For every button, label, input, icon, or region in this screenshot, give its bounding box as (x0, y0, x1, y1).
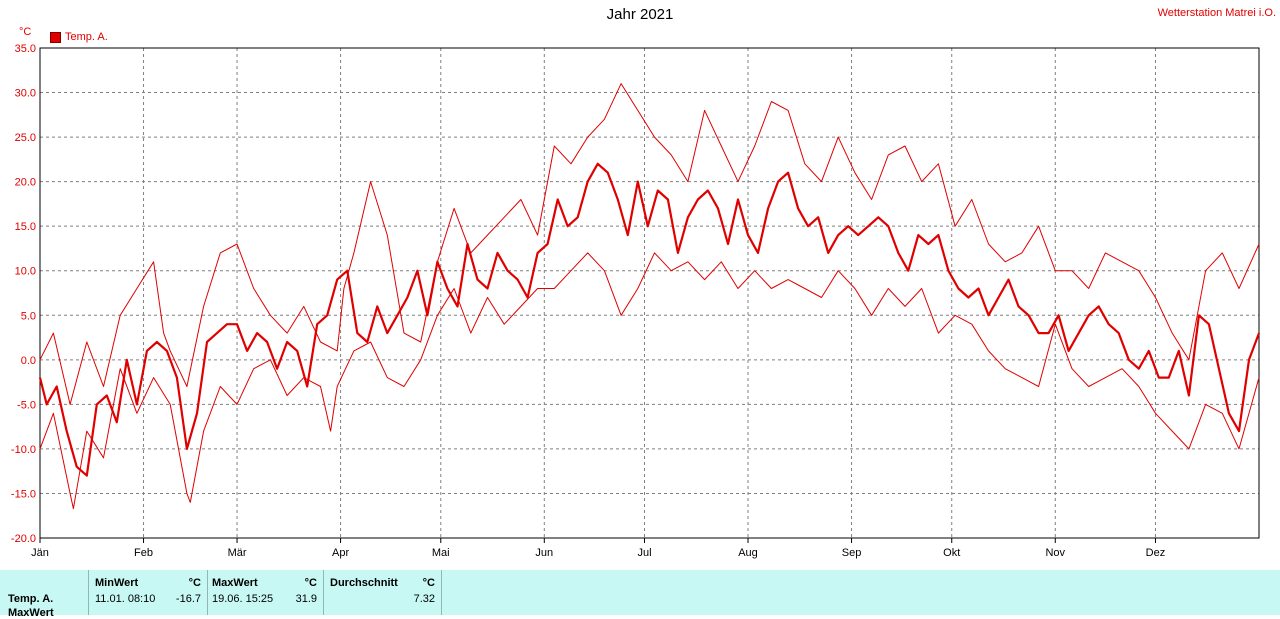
min-unit: °C (188, 577, 201, 589)
x-tick-label: Mär (228, 547, 247, 559)
y-tick-label: 25.0 (15, 132, 36, 144)
legend: Temp. A. (50, 31, 108, 43)
min-date: 11.01. 08:10 (95, 593, 156, 605)
y-tick-label: 0.0 (21, 355, 36, 367)
station-name: Wetterstation Matrei i.O. (1157, 7, 1276, 19)
y-tick-label: -15.0 (11, 488, 36, 500)
min-header: MinWert (95, 577, 139, 589)
x-tick-label: Apr (332, 547, 349, 559)
temperature-chart: 35.0 30.0 25.0 20.0 15.0 10.0 5.0 0.0 -5.0 -10.0 -… (11, 43, 1261, 559)
x-tick-label: Mai (432, 547, 450, 559)
y-tick-label: 35.0 (15, 43, 36, 55)
stats-next-row-label: MaxWert (8, 607, 54, 619)
average-value: 7.32 (413, 593, 435, 605)
x-tick-label: Okt (943, 547, 960, 559)
y-tick-label: 10.0 (15, 266, 36, 278)
y-tick-label: 30.0 (15, 88, 36, 100)
y-tick-label: -20.0 (11, 533, 36, 545)
x-tick-label: Feb (134, 547, 153, 559)
y-tick-label: -10.0 (11, 444, 36, 456)
x-tick-label: Jän (31, 547, 49, 559)
max-header: MaxWert (212, 577, 258, 589)
series-line-max (39, 83, 1260, 405)
x-tick-label: Aug (738, 547, 758, 559)
average-column: Durchschnitt °C 7.32 (324, 570, 442, 615)
max-date: 19.06. 15:25 (212, 593, 274, 605)
legend-label: Temp. A. (65, 31, 108, 43)
y-tick-label: 20.0 (15, 177, 36, 189)
legend-swatch (50, 31, 61, 43)
min-column: MinWert °C 11.01. 08:10 -16.7 (88, 570, 208, 615)
y-axis-unit: °C (19, 26, 32, 38)
max-column: MaxWert °C 19.06. 15:25 31.9 (207, 570, 324, 615)
y-tick-label: 15.0 (15, 221, 36, 233)
min-value: -16.7 (175, 593, 201, 605)
y-tick-label: 5.0 (21, 310, 36, 322)
plot-frame (39, 47, 1260, 539)
x-tick-label: Jun (535, 547, 553, 559)
x-tick-label: Dez (1146, 547, 1166, 559)
series-line-min (39, 252, 1260, 510)
average-unit: °C (422, 577, 435, 589)
stats-row-label: Temp. A. (8, 593, 54, 605)
x-tick-label: Sep (842, 547, 862, 559)
y-tick-label: -5.0 (17, 399, 36, 411)
max-value: 31.9 (295, 593, 317, 605)
stats-panel: Temp. A. MaxWert MinWert °C 11.01. 08:10… (0, 570, 1280, 619)
average-header: Durchschnitt (330, 577, 398, 589)
chart-title: Jahr 2021 (606, 6, 674, 23)
series-line-average (38, 162, 1261, 477)
x-tick-label: Nov (1045, 547, 1065, 559)
max-unit: °C (304, 577, 317, 589)
x-tick-label: Jul (637, 547, 651, 559)
